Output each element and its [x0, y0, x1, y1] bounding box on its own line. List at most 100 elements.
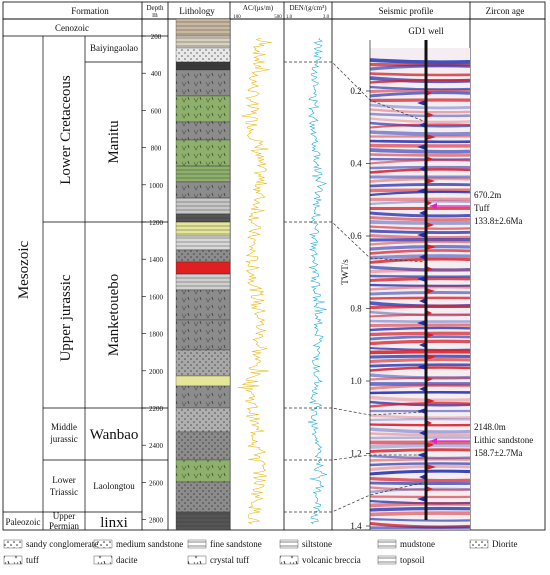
seismic-reflector — [370, 88, 470, 93]
seismic-reflector — [370, 349, 470, 355]
lithology-pattern — [176, 19, 230, 36]
wiggle-spike — [419, 166, 426, 172]
seismic-reflector — [370, 291, 470, 296]
wiggle-spike — [417, 364, 426, 370]
seismic-reflector — [370, 64, 470, 71]
seismic-reflector — [370, 165, 470, 170]
mesozoic-label: Mesozoic — [16, 241, 32, 300]
well-label: GD1 well — [408, 26, 444, 36]
seismic-reflector — [370, 72, 470, 77]
legend-swatch — [279, 555, 299, 565]
depth-tick-label: 400 — [151, 70, 162, 78]
seismic-profile: GD1 well TWT/s 0.2 0.4 0.6 0.8 1.0 1.2 1.4 — [340, 26, 470, 531]
wiggle-spike — [419, 122, 426, 128]
depth-tick-label: 1400 — [149, 256, 164, 264]
wiggle-spike — [417, 276, 426, 282]
seismic-reflector — [370, 229, 470, 235]
lithology-pattern — [176, 274, 230, 290]
seismic-reflector — [370, 363, 470, 368]
seismic-reflector — [370, 376, 470, 381]
seismic-reflector — [370, 183, 470, 188]
lithology-pattern — [176, 320, 230, 350]
seismic-reflector — [370, 159, 470, 165]
manitu-label: Manitu — [106, 120, 122, 164]
legend-label: volcanic breccia — [302, 555, 361, 565]
correlation-lines — [284, 61, 427, 513]
seismic-reflector — [370, 395, 470, 402]
seismic-reflector — [370, 257, 470, 264]
wiggle-spike — [419, 386, 426, 392]
lithology-layer — [175, 375, 231, 387]
seismic-reflector — [370, 326, 470, 332]
ac-header: AC/(μs/m) — [243, 4, 274, 12]
legend-swatch — [3, 555, 23, 565]
wiggle-spike — [426, 178, 435, 184]
lithology-column — [175, 18, 231, 531]
linxi-label: linxi — [100, 515, 128, 531]
seismic-reflector — [370, 335, 470, 341]
lithology-pattern — [176, 290, 230, 320]
seismic-reflector — [370, 448, 470, 453]
seismic-reflector — [370, 506, 470, 512]
legend-swatch — [93, 555, 113, 565]
depth-tick-label: 800 — [151, 145, 162, 153]
legend-swatch — [187, 539, 207, 549]
wiggle-spike — [426, 112, 434, 118]
wiggle-spike — [426, 486, 433, 492]
ac-min: 100 — [233, 15, 241, 20]
seismic-reflector — [370, 58, 470, 65]
baiyingaolao-label: Baiyingaolao — [90, 43, 138, 53]
den-header: DEN/(g/cm³) — [289, 4, 327, 12]
wanbao-label: Wanbao — [90, 427, 139, 443]
ac-max: 500 — [274, 15, 282, 20]
wiggle-spike — [417, 188, 426, 194]
legend-label: sandy conglomerate — [26, 539, 98, 549]
wiggle-spike — [419, 474, 426, 480]
lithology-pattern — [176, 512, 230, 530]
legend-swatch — [377, 539, 397, 549]
wiggle-spike — [426, 442, 434, 448]
seismic-reflector — [370, 304, 470, 310]
twt-tick-label: 1.0 — [350, 376, 362, 386]
wiggle-spike — [426, 354, 436, 360]
lithology-pattern — [176, 432, 230, 460]
lithology-pattern — [176, 198, 230, 214]
wiggle-spike — [417, 320, 426, 326]
zircon-header: Zircon age — [486, 6, 525, 16]
lithology-pattern — [176, 386, 230, 408]
seismic-reflection-bands — [370, 48, 470, 530]
seismic-reflector — [370, 177, 470, 183]
ac-log-track — [237, 37, 272, 525]
seismic-reflector — [370, 339, 470, 346]
cenozoic-label: Cenozoic — [55, 23, 89, 33]
depth-tick-label: 200 — [151, 33, 162, 41]
lithology-pattern — [176, 62, 230, 70]
legend-label: dacite — [116, 555, 138, 565]
wiggle-spike — [426, 134, 436, 140]
sample-2-depth: 2148.0m — [474, 422, 506, 432]
twt-tick-label: 1.2 — [350, 449, 361, 459]
legend-label: crystal tuff — [210, 555, 249, 565]
seismic-reflector — [370, 91, 470, 98]
seismic-reflector — [370, 79, 470, 84]
twt-tick-label: 0.6 — [350, 231, 362, 241]
wiggle-spike — [426, 376, 433, 382]
upper-jurassic-label: Upper jurassic — [58, 274, 74, 361]
wiggle-spike — [419, 210, 426, 216]
wiggle-spike — [417, 100, 426, 106]
lithology-header: Lithology — [179, 6, 215, 16]
sample-2-age: 158.7±2.7Ma — [474, 448, 522, 458]
depth-header: Depth m — [146, 4, 164, 19]
seismic-reflector — [370, 319, 470, 323]
seismic-reflector — [370, 139, 470, 144]
seismic-reflector — [370, 211, 470, 218]
depth-tick-label: 600 — [151, 107, 162, 115]
wiggle-spike — [426, 332, 434, 338]
seismic-reflector — [370, 454, 470, 460]
sample-markers: 670.2m Tuff 133.8±2.6Ma 2148.0m Lithic s… — [430, 190, 533, 458]
ac-curve — [237, 37, 272, 525]
sample-1-age: 133.8±2.6Ma — [474, 216, 522, 226]
legend-swatch — [93, 539, 113, 549]
wiggle-spike — [419, 298, 426, 304]
seismic-reflector — [370, 215, 470, 222]
